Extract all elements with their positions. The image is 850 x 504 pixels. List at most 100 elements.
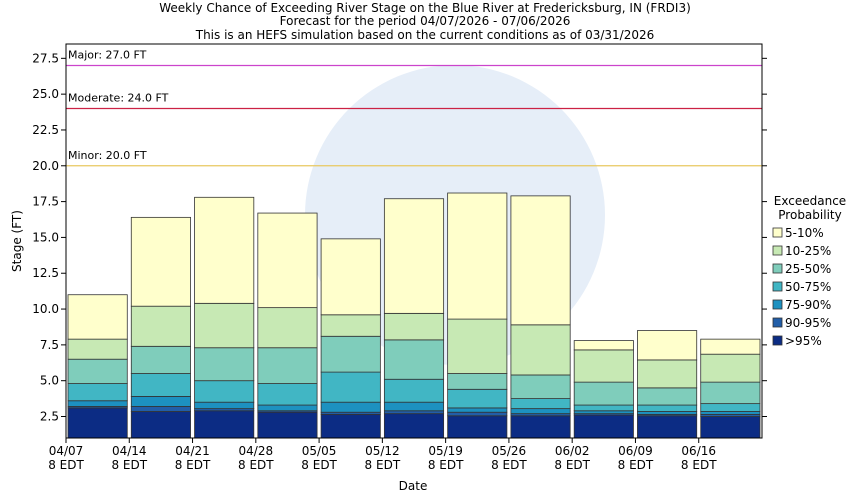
x-tick-label: 8 EDT (491, 458, 527, 472)
legend-swatch (772, 245, 783, 256)
bar-segment (700, 416, 761, 439)
bar-segment (700, 338, 761, 355)
x-tick-label: 8 EDT (301, 458, 337, 472)
bar-segment (320, 371, 381, 403)
bar-segment (573, 410, 634, 415)
legend-label: 10-25% (785, 244, 831, 258)
bar-segment (320, 314, 381, 337)
bar-segment (130, 406, 191, 412)
y-tick-label: 15.0 (32, 230, 59, 244)
x-tick-label: 04/14 (112, 444, 147, 458)
threshold-label: Major: 27.0 FT (68, 48, 147, 61)
x-tick-label: 05/05 (302, 444, 337, 458)
x-tick-label: 8 EDT (111, 458, 147, 472)
bar-segment (700, 381, 761, 405)
x-tick-label: 8 EDT (48, 458, 84, 472)
bar-segment (130, 345, 191, 374)
bar-segment (700, 403, 761, 412)
bar-segment (510, 324, 571, 376)
bar-segment (510, 408, 571, 415)
y-tick-label: 25.0 (32, 87, 59, 101)
legend-label: 50-75% (785, 280, 831, 294)
bar-segment (510, 195, 571, 326)
bar-segment (573, 414, 634, 439)
bar-segment (320, 413, 381, 439)
bar-segment (130, 216, 191, 307)
x-tick-label: 8 EDT (238, 458, 274, 472)
bar-segment (573, 340, 634, 351)
bar-segment (194, 380, 255, 403)
bar-segment (257, 347, 318, 384)
bar-segment (320, 401, 381, 413)
y-axis-label: Stage (FT) (10, 210, 24, 272)
bar-segment (573, 404, 634, 412)
bar-segment (637, 404, 698, 412)
y-tick-label: 17.5 (32, 195, 59, 209)
x-tick-label: 8 EDT (681, 458, 717, 472)
legend-swatch (772, 335, 783, 346)
bar-segment (257, 411, 318, 439)
bar-segment (700, 411, 761, 415)
legend-swatch (772, 263, 783, 274)
bar-segment (257, 307, 318, 349)
bar-segment (447, 388, 508, 409)
bar-segment (130, 305, 191, 347)
bar-segment (510, 374, 571, 399)
legend-title: Probability (778, 208, 841, 222)
legend-label: 90-95% (785, 316, 831, 330)
x-tick-label: 04/21 (175, 444, 210, 458)
x-tick-label: 06/09 (618, 444, 653, 458)
bar-segment (700, 353, 761, 383)
chart-title: Weekly Chance of Exceeding River Stage o… (159, 1, 691, 15)
x-tick-label: 06/16 (681, 444, 716, 458)
x-tick-label: 05/19 (428, 444, 463, 458)
bar-segment (67, 358, 128, 384)
bar-segment (194, 302, 255, 349)
bar-segment (194, 196, 255, 304)
bar-segment (383, 410, 445, 415)
x-tick-label: 8 EDT (618, 458, 654, 472)
y-tick-label: 22.5 (32, 123, 59, 137)
bar-segment (637, 359, 698, 389)
x-tick-label: 04/28 (239, 444, 274, 458)
y-tick-label: 27.5 (32, 51, 59, 65)
bar-segment (637, 415, 698, 439)
bar-segment (67, 407, 128, 439)
legend-label: >95% (785, 334, 822, 348)
bar-segment (447, 318, 508, 374)
chart-subtitle: This is an HEFS simulation based on the … (195, 28, 655, 42)
bar-segment (383, 378, 445, 403)
bar-segment (637, 330, 698, 361)
bar-segment (447, 373, 508, 390)
x-tick-label: 8 EDT (428, 458, 464, 472)
x-tick-label: 8 EDT (175, 458, 211, 472)
legend-swatch (772, 227, 783, 238)
bar-segment (194, 401, 255, 410)
bar-segment (383, 198, 445, 314)
legend-label: 75-90% (785, 298, 831, 312)
y-tick-label: 20.0 (32, 159, 59, 173)
legend-label: 25-50% (785, 262, 831, 276)
bar-segment (257, 404, 318, 412)
x-tick-label: 04/07 (49, 444, 84, 458)
bar-segment (130, 373, 191, 397)
bar-segment (447, 407, 508, 413)
y-tick-label: 5.0 (40, 374, 59, 388)
bar-segment (447, 415, 508, 439)
x-axis-label: Date (399, 479, 428, 493)
x-tick-label: 8 EDT (554, 458, 590, 472)
bar-segment (194, 410, 255, 439)
bar-segment (257, 383, 318, 406)
bar-segment (257, 212, 318, 309)
bar-segment (383, 312, 445, 341)
bar-segment (383, 401, 445, 412)
bar-segment (194, 347, 255, 382)
bar-segment (320, 335, 381, 373)
bar-segment (67, 338, 128, 360)
bar-segment (573, 349, 634, 383)
plot-frame (65, 43, 763, 439)
y-tick-label: 10.0 (32, 302, 59, 316)
legend-swatch (772, 281, 783, 292)
y-tick-label: 7.5 (40, 338, 59, 352)
